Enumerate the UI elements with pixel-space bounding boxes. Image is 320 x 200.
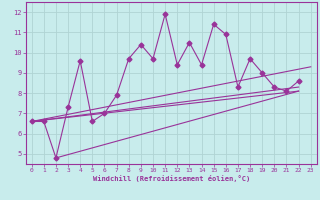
X-axis label: Windchill (Refroidissement éolien,°C): Windchill (Refroidissement éolien,°C) — [92, 175, 250, 182]
